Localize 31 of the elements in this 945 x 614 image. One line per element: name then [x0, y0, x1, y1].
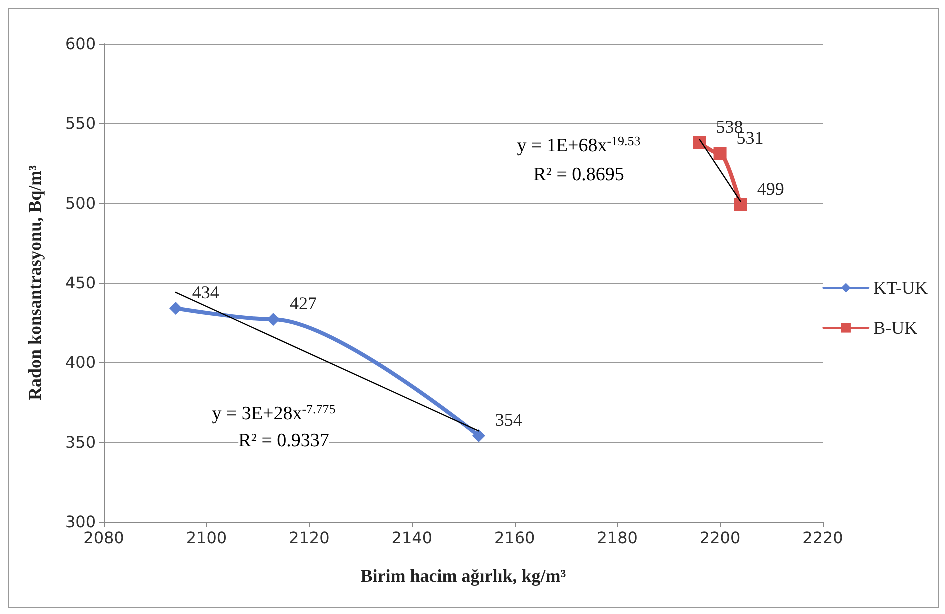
- y-tick-label: 600: [65, 34, 96, 54]
- x-tick-label: 2080: [84, 528, 124, 548]
- data-label: 427: [290, 294, 317, 314]
- x-tick-label: 2160: [494, 528, 536, 548]
- point: [693, 136, 706, 150]
- x-tick-label: 2220: [802, 528, 844, 548]
- legend-label: KT-UK: [874, 278, 928, 298]
- x-tick-label: 2100: [186, 528, 228, 548]
- x-tick-label: 2140: [392, 528, 432, 548]
- point: [714, 147, 727, 160]
- x-axis-title: Birim hacim ağırlık, kg/m³: [360, 566, 567, 586]
- point: [169, 302, 182, 315]
- point: [266, 313, 280, 326]
- y-tick-label: 350: [65, 432, 96, 452]
- annotation: R² = 0.8695: [534, 164, 624, 186]
- y-tick-label: 450: [65, 274, 96, 292]
- data-label: 434: [192, 282, 220, 302]
- data-label: 499: [757, 178, 784, 199]
- x-tick-label: 2200: [700, 528, 741, 548]
- x-tick-label: 2120: [289, 528, 330, 548]
- y-tick-label: 550: [65, 114, 96, 134]
- point: [472, 429, 486, 442]
- y-tick-label: 400: [65, 353, 96, 372]
- y-tick-label: 500: [65, 194, 96, 213]
- y-axis-title: Radon konsantrasyonu, Bq/m³: [25, 164, 45, 400]
- data-label: 354: [495, 410, 522, 430]
- legend-label: B-UK: [874, 318, 918, 338]
- point: [734, 198, 748, 212]
- y-tick-label: 300: [65, 512, 96, 532]
- annotation: R² = 0.9337: [238, 430, 330, 452]
- x-tick-label: 2180: [597, 528, 638, 548]
